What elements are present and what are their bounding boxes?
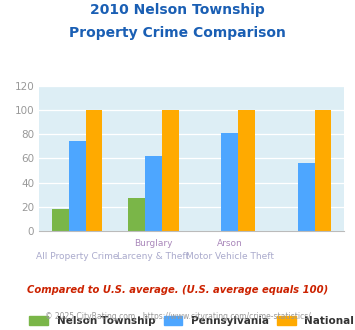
Text: Compared to U.S. average. (U.S. average equals 100): Compared to U.S. average. (U.S. average … [27, 285, 328, 295]
Text: Larceny & Theft: Larceny & Theft [118, 252, 190, 261]
Bar [52, 209, 69, 231]
Text: All Property Crime: All Property Crime [36, 252, 119, 261]
Text: Property Crime Comparison: Property Crime Comparison [69, 26, 286, 40]
Bar [298, 163, 315, 231]
Bar [238, 110, 255, 231]
Legend: Nelson Township, Pennsylvania, National: Nelson Township, Pennsylvania, National [25, 312, 355, 330]
Text: Arson: Arson [217, 239, 243, 248]
Bar [315, 110, 331, 231]
Bar [129, 198, 145, 231]
Bar [145, 156, 162, 231]
Bar [222, 133, 238, 231]
Text: 2010 Nelson Township: 2010 Nelson Township [90, 3, 265, 17]
Text: Motor Vehicle Theft: Motor Vehicle Theft [186, 252, 274, 261]
Text: Burglary: Burglary [134, 239, 173, 248]
Bar [69, 142, 86, 231]
Text: © 2025 CityRating.com - https://www.cityrating.com/crime-statistics/: © 2025 CityRating.com - https://www.city… [45, 312, 310, 321]
Bar [86, 110, 102, 231]
Bar [162, 110, 179, 231]
